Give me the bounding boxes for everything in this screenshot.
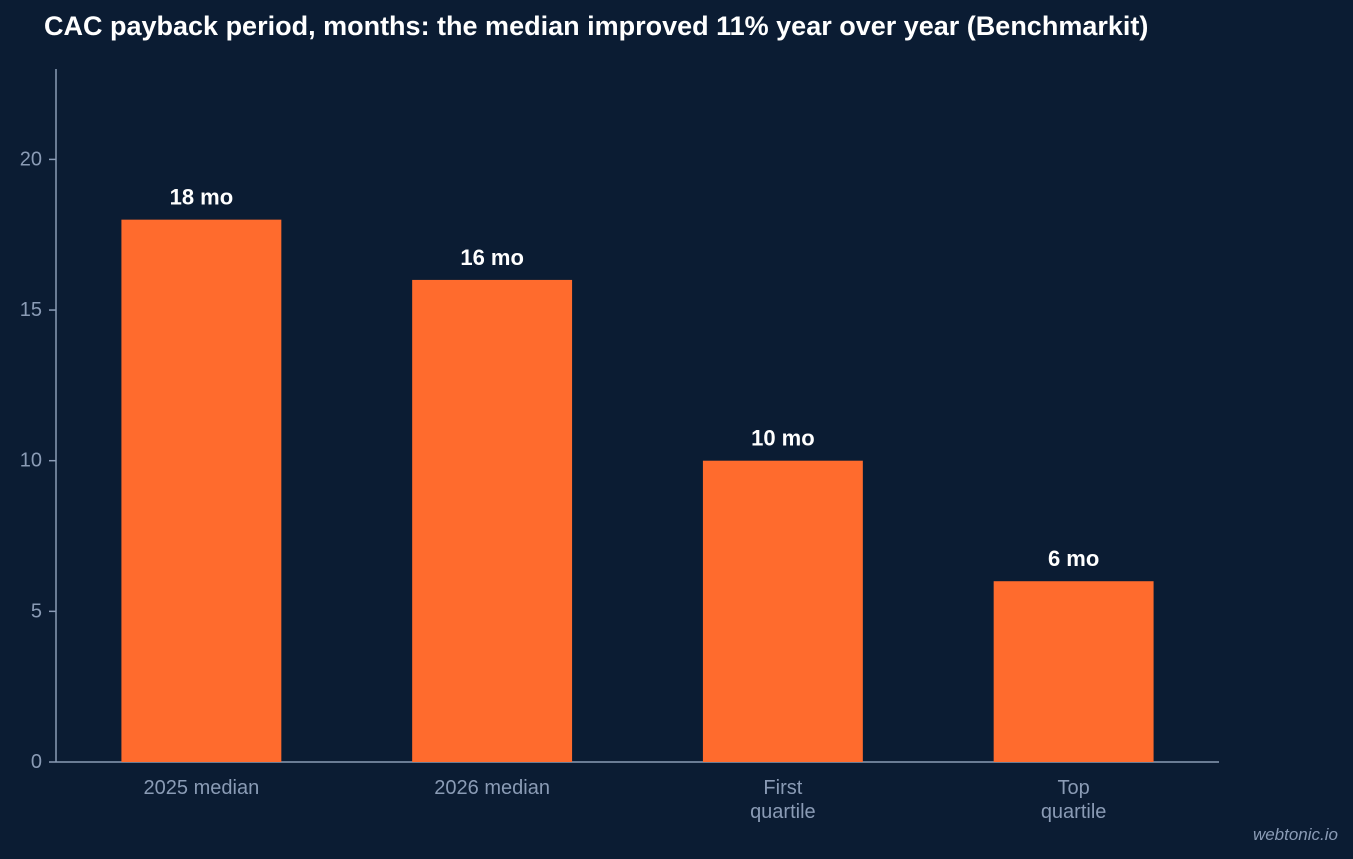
y-tick-label: 5 — [31, 600, 42, 622]
x-tick-label-line: Top — [1058, 777, 1090, 799]
watermark: webtonic.io — [1252, 825, 1338, 844]
data-label: 18 mo — [170, 185, 234, 210]
x-tick-label-line: First — [763, 777, 802, 799]
x-tick-label: 2026 median — [434, 777, 550, 799]
bar — [702, 460, 863, 762]
data-label: 6 mo — [1048, 546, 1099, 571]
x-tick-label: First quartile — [750, 777, 816, 823]
x-tick-label-line: quartile — [1041, 801, 1107, 823]
chart-title: CAC payback period, months: the median i… — [44, 11, 1149, 41]
y-tick-label: 15 — [20, 299, 42, 321]
bar — [993, 581, 1154, 762]
y-tick-label: 0 — [31, 751, 42, 773]
data-label: 16 mo — [460, 245, 524, 270]
x-tick-label: 2025 median — [144, 777, 260, 799]
x-tick-label: Top quartile — [1041, 777, 1107, 823]
bar — [121, 219, 282, 763]
data-label: 10 mo — [751, 426, 815, 451]
x-tick-label-line: 2026 median — [434, 777, 550, 799]
y-tick-label: 10 — [20, 450, 42, 472]
x-tick-label-line: quartile — [750, 801, 816, 823]
x-tick-label-line: 2025 median — [144, 777, 260, 799]
bar — [412, 279, 573, 762]
y-tick-label: 20 — [20, 148, 42, 170]
